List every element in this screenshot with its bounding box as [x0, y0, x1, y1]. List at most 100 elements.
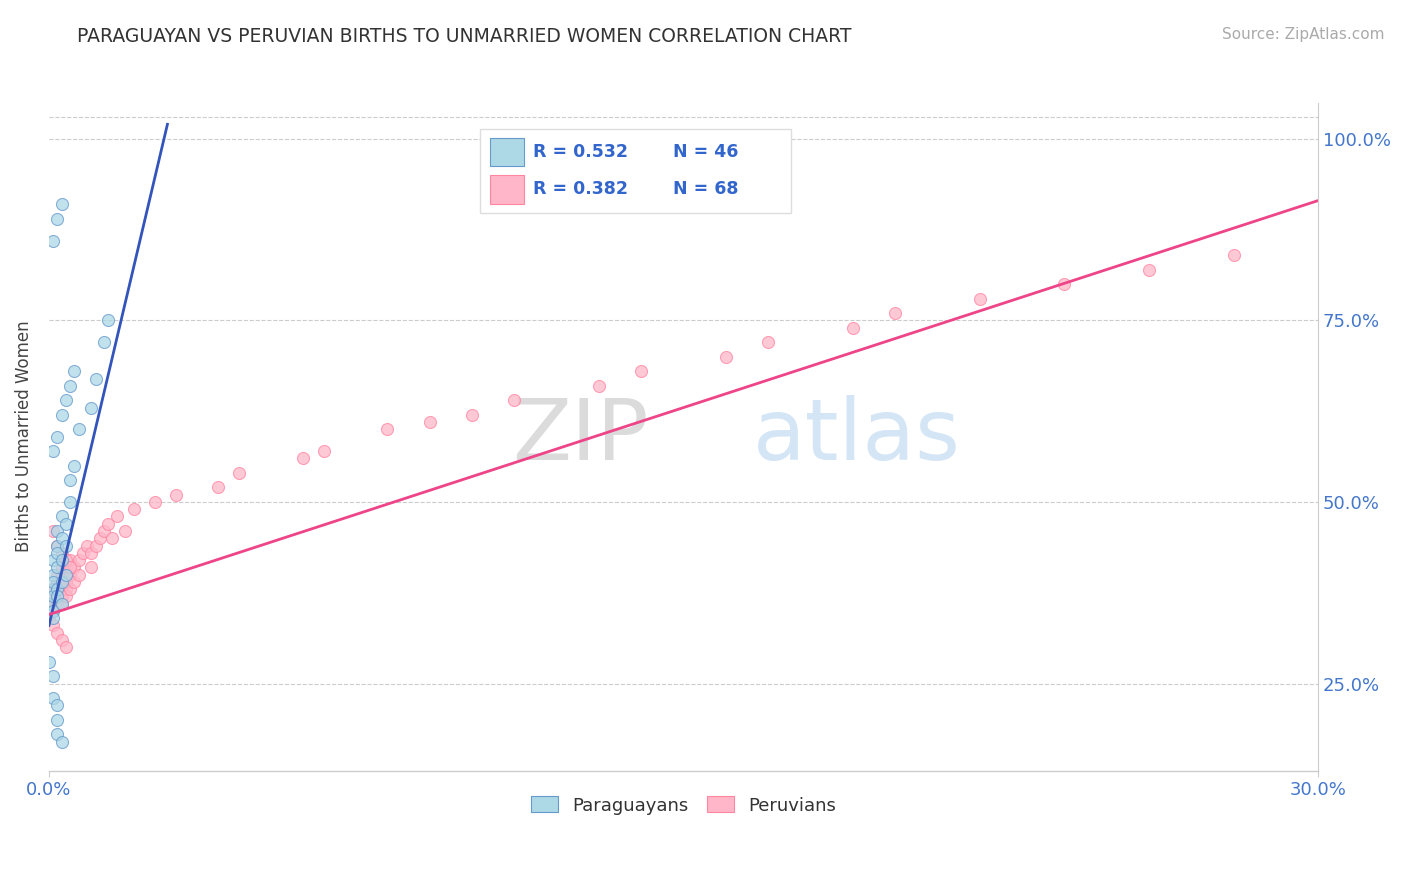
- Point: [42, 524, 65, 538]
- Point: [63, 458, 86, 473]
- Point: [42, 444, 65, 458]
- Point: [51, 574, 73, 589]
- Point: [461, 408, 484, 422]
- Point: [714, 350, 737, 364]
- Point: [42, 582, 65, 596]
- Point: [59, 553, 82, 567]
- Legend: Paraguayans, Peruvians: Paraguayans, Peruvians: [523, 789, 844, 822]
- Point: [55, 393, 77, 408]
- Point: [377, 422, 399, 436]
- Point: [42, 604, 65, 618]
- Point: [55, 640, 77, 655]
- Point: [51, 734, 73, 748]
- Point: [46, 582, 69, 596]
- Text: Source: ZipAtlas.com: Source: ZipAtlas.com: [1222, 27, 1385, 42]
- Point: [1222, 248, 1244, 262]
- Point: [114, 524, 136, 538]
- Point: [46, 597, 69, 611]
- Text: atlas: atlas: [754, 395, 962, 478]
- Point: [46, 625, 69, 640]
- Point: [42, 553, 65, 567]
- Point: [46, 539, 69, 553]
- Point: [55, 560, 77, 574]
- Point: [42, 604, 65, 618]
- Point: [55, 574, 77, 589]
- Point: [46, 713, 69, 727]
- Point: [59, 567, 82, 582]
- Point: [46, 574, 69, 589]
- Point: [55, 567, 77, 582]
- Point: [884, 306, 907, 320]
- Point: [38, 611, 60, 625]
- Point: [42, 618, 65, 632]
- Point: [165, 488, 187, 502]
- Point: [42, 574, 65, 589]
- Point: [84, 539, 107, 553]
- Point: [42, 582, 65, 596]
- Point: [38, 597, 60, 611]
- Point: [67, 422, 90, 436]
- Point: [59, 582, 82, 596]
- Point: [51, 632, 73, 647]
- Point: [59, 473, 82, 487]
- Y-axis label: Births to Unmarried Women: Births to Unmarried Women: [15, 321, 32, 552]
- Point: [46, 539, 69, 553]
- Point: [51, 597, 73, 611]
- Point: [207, 480, 229, 494]
- Point: [105, 509, 128, 524]
- Point: [143, 495, 166, 509]
- Point: [42, 611, 65, 625]
- Point: [51, 582, 73, 596]
- Point: [46, 524, 69, 538]
- Point: [51, 560, 73, 574]
- Point: [51, 546, 73, 560]
- Point: [46, 582, 69, 596]
- Point: [51, 567, 73, 582]
- Point: [80, 401, 103, 415]
- Point: [46, 727, 69, 741]
- Point: [93, 335, 115, 350]
- Point: [76, 539, 98, 553]
- Point: [46, 590, 69, 604]
- Text: ZIP: ZIP: [512, 395, 648, 478]
- Point: [42, 590, 65, 604]
- Point: [42, 691, 65, 706]
- Point: [89, 531, 111, 545]
- Text: PARAGUAYAN VS PERUVIAN BIRTHS TO UNMARRIED WOMEN CORRELATION CHART: PARAGUAYAN VS PERUVIAN BIRTHS TO UNMARRI…: [77, 27, 852, 45]
- Point: [42, 234, 65, 248]
- Point: [503, 393, 526, 408]
- Point: [59, 495, 82, 509]
- Point: [55, 582, 77, 596]
- Point: [122, 502, 145, 516]
- Point: [1137, 262, 1160, 277]
- Point: [42, 669, 65, 683]
- Point: [59, 560, 82, 574]
- Point: [419, 415, 441, 429]
- Point: [101, 531, 124, 545]
- Point: [51, 197, 73, 211]
- Point: [59, 378, 82, 392]
- Point: [67, 567, 90, 582]
- Point: [80, 560, 103, 574]
- Point: [630, 364, 652, 378]
- Point: [291, 451, 314, 466]
- Point: [46, 567, 69, 582]
- Point: [42, 590, 65, 604]
- Point: [46, 546, 69, 560]
- Point: [842, 320, 865, 334]
- Point: [55, 516, 77, 531]
- Point: [51, 531, 73, 545]
- Point: [63, 364, 86, 378]
- Point: [63, 574, 86, 589]
- Point: [63, 560, 86, 574]
- Point: [42, 567, 65, 582]
- Point: [84, 371, 107, 385]
- Point: [51, 509, 73, 524]
- Point: [46, 211, 69, 226]
- Point: [969, 292, 991, 306]
- Point: [97, 516, 120, 531]
- Point: [51, 553, 73, 567]
- Point: [55, 553, 77, 567]
- Point: [38, 597, 60, 611]
- Point: [228, 466, 250, 480]
